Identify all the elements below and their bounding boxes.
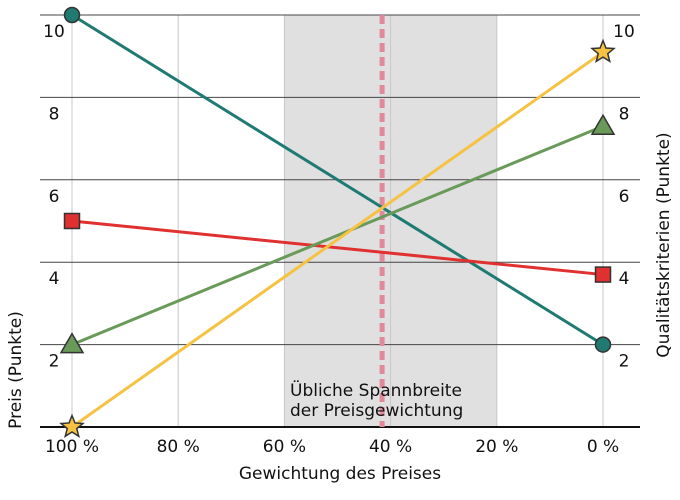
annotation: der Preisgewichtung (290, 401, 463, 421)
x-tick-label: 80 % (157, 437, 200, 457)
y-tick-label: 6 (49, 187, 60, 207)
x-axis-title: Gewichtung des Preises (239, 464, 441, 484)
marker (594, 266, 612, 283)
x-tick-label: 60 % (263, 437, 306, 457)
y2-tick-label: 6 (619, 187, 630, 207)
series-line (71, 219, 604, 277)
x-tick-label: 100 % (45, 437, 99, 457)
marker (63, 212, 81, 230)
y-tick-label: 8 (49, 104, 60, 124)
y2-tick-label: 2 (619, 352, 630, 372)
annotation: Übliche Spannbreite (290, 379, 462, 401)
marker (594, 336, 612, 353)
y2-tick-label: 10 (613, 22, 635, 42)
marker (590, 38, 616, 64)
y-axis-title: Preis (Punkte) (6, 311, 26, 429)
marker (590, 113, 616, 135)
x-tick-label: 20 % (475, 437, 518, 457)
marker (59, 413, 85, 438)
x-tick-label: 0 % (587, 437, 619, 457)
series-line (71, 124, 604, 346)
y2-tick-label: 4 (619, 269, 630, 289)
series-line (71, 13, 604, 346)
y-tick-label: 4 (49, 269, 60, 289)
y-tick-label: 2 (49, 352, 60, 372)
y-tick-label: 10 (43, 22, 65, 42)
y2-tick-label: 8 (619, 104, 630, 124)
series-line (71, 50, 604, 429)
y2-axis-title: Qualitätskriterien (Punkte) (654, 132, 674, 357)
marker (59, 332, 85, 354)
x-tick-label: 40 % (369, 437, 412, 457)
marker (63, 6, 81, 24)
